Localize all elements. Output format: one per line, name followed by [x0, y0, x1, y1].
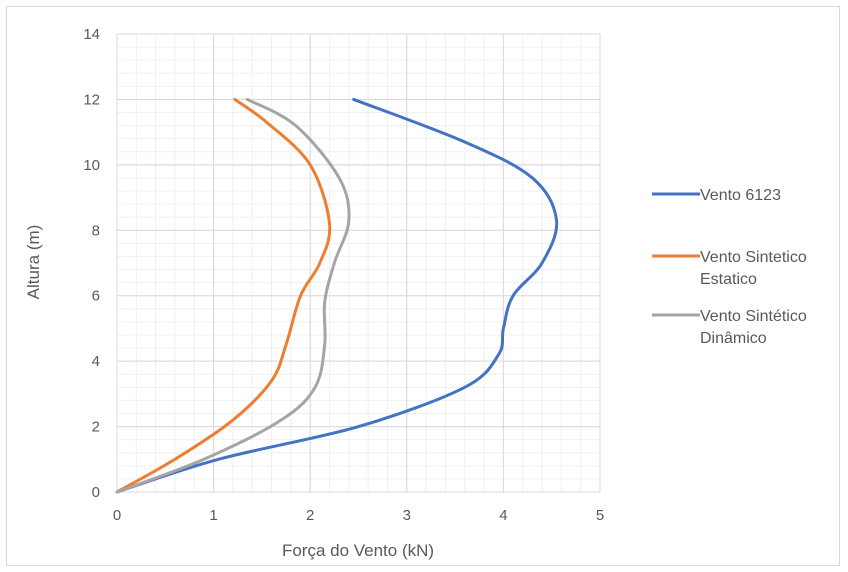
y-tick-label: 2: [92, 419, 100, 436]
y-axis-title: Altura (m): [24, 225, 43, 300]
series-lines: [115, 97, 559, 494]
legend-label-1: Vento 6123: [700, 187, 781, 204]
x-axis-title: Força do Vento (kN): [282, 541, 434, 560]
y-tick-label: 8: [92, 222, 100, 239]
y-tick-label: 4: [92, 353, 100, 370]
series-line-2: [115, 97, 332, 494]
x-tick-labels: 0 1 2 3 4 5: [113, 507, 604, 524]
x-tick-label: 3: [403, 507, 411, 524]
x-tick-label: 1: [209, 507, 217, 524]
x-tick-label: 0: [113, 507, 121, 524]
legend: Vento 6123 Vento Sintetico Estatico Vento S…: [652, 187, 807, 347]
legend-label-3: Vento Sintético: [700, 308, 807, 325]
legend-label-3: Dinâmico: [700, 330, 767, 347]
major-gridlines: [116, 33, 601, 493]
y-tick-label: 0: [92, 484, 100, 501]
y-tick-label: 6: [92, 288, 100, 305]
y-tick-labels: 0 2 4 6 8 10 12 14: [83, 26, 100, 501]
series-line-3: [115, 97, 351, 494]
series-line-1: [115, 97, 559, 494]
legend-label-2: Estatico: [700, 271, 757, 288]
x-tick-label: 2: [306, 507, 314, 524]
legend-label-2: Vento Sintetico: [700, 249, 807, 266]
y-tick-label: 10: [83, 157, 100, 174]
x-tick-label: 5: [596, 507, 604, 524]
y-tick-label: 14: [83, 26, 100, 43]
y-tick-label: 12: [83, 91, 100, 108]
x-tick-label: 4: [499, 507, 507, 524]
